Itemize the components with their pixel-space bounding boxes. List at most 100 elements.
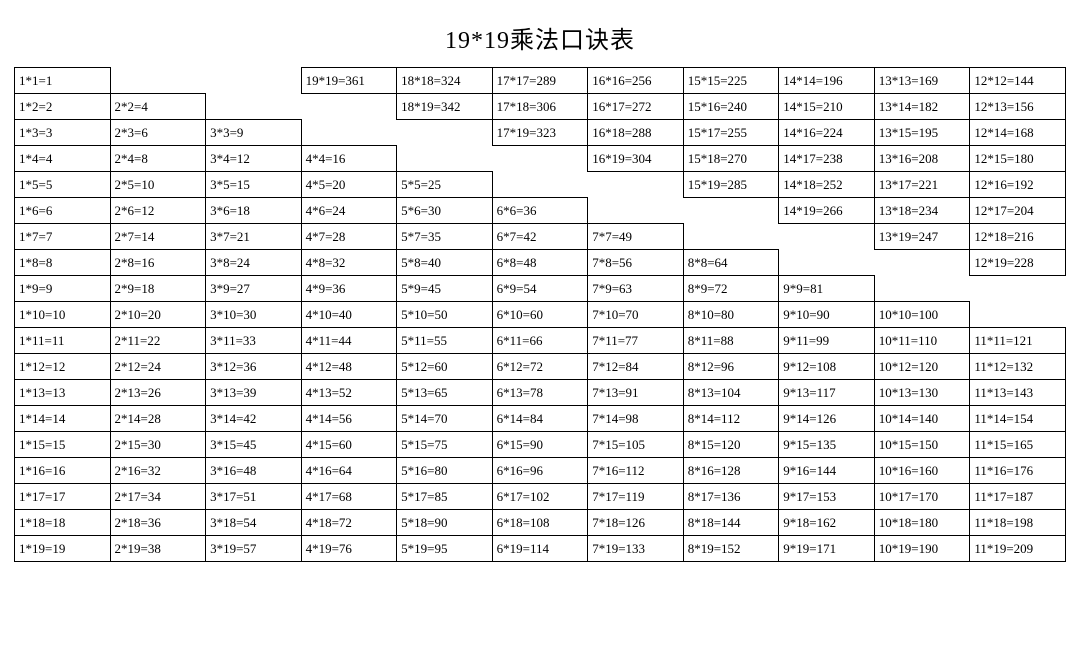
table-cell: 2*5=10 [110, 172, 206, 198]
table-cell: 1*9=9 [15, 276, 111, 302]
table-cell: 3*5=15 [206, 172, 302, 198]
table-cell: 17*17=289 [492, 68, 588, 94]
table-cell: 6*18=108 [492, 510, 588, 536]
table-cell: 10*10=100 [874, 302, 970, 328]
table-cell: 11*16=176 [970, 458, 1066, 484]
table-cell [206, 94, 302, 120]
table-cell: 13*19=247 [874, 224, 970, 250]
table-cell: 6*13=78 [492, 380, 588, 406]
table-cell: 10*16=160 [874, 458, 970, 484]
table-cell: 9*13=117 [779, 380, 875, 406]
table-cell: 8*8=64 [683, 250, 779, 276]
table-cell: 15*17=255 [683, 120, 779, 146]
table-cell: 1*4=4 [15, 146, 111, 172]
table-cell: 2*16=32 [110, 458, 206, 484]
table-cell: 9*15=135 [779, 432, 875, 458]
table-cell: 2*15=30 [110, 432, 206, 458]
table-cell: 1*5=5 [15, 172, 111, 198]
table-cell: 4*4=16 [301, 146, 397, 172]
table-cell: 2*7=14 [110, 224, 206, 250]
table-cell: 3*4=12 [206, 146, 302, 172]
table-cell: 16*17=272 [588, 94, 684, 120]
table-cell: 1*11=11 [15, 328, 111, 354]
table-cell: 1*12=12 [15, 354, 111, 380]
table-cell [874, 276, 970, 302]
table-cell [492, 172, 588, 198]
table-cell: 5*18=90 [397, 510, 493, 536]
table-cell: 2*11=22 [110, 328, 206, 354]
table-cell: 5*11=55 [397, 328, 493, 354]
table-cell: 4*9=36 [301, 276, 397, 302]
table-cell: 4*5=20 [301, 172, 397, 198]
table-cell: 3*10=30 [206, 302, 302, 328]
table-cell: 2*10=20 [110, 302, 206, 328]
table-cell [110, 68, 206, 94]
table-cell: 6*8=48 [492, 250, 588, 276]
table-cell: 9*11=99 [779, 328, 875, 354]
table-cell: 2*19=38 [110, 536, 206, 562]
table-cell [874, 250, 970, 276]
table-cell: 11*14=154 [970, 406, 1066, 432]
table-cell: 11*12=132 [970, 354, 1066, 380]
table-cell: 8*17=136 [683, 484, 779, 510]
table-cell: 7*13=91 [588, 380, 684, 406]
table-cell: 5*16=80 [397, 458, 493, 484]
table-row: 1*19=192*19=383*19=574*19=765*19=956*19=… [15, 536, 1066, 562]
table-cell: 9*16=144 [779, 458, 875, 484]
table-cell: 6*17=102 [492, 484, 588, 510]
table-cell: 2*8=16 [110, 250, 206, 276]
table-cell: 2*14=28 [110, 406, 206, 432]
table-cell: 6*12=72 [492, 354, 588, 380]
table-cell: 1*7=7 [15, 224, 111, 250]
table-cell: 14*14=196 [779, 68, 875, 94]
table-cell: 2*6=12 [110, 198, 206, 224]
table-cell: 18*18=324 [397, 68, 493, 94]
table-cell [301, 120, 397, 146]
table-row: 1*5=52*5=103*5=154*5=205*5=2515*19=28514… [15, 172, 1066, 198]
table-cell: 13*16=208 [874, 146, 970, 172]
table-cell: 7*18=126 [588, 510, 684, 536]
table-cell: 9*17=153 [779, 484, 875, 510]
table-cell: 10*12=120 [874, 354, 970, 380]
table-cell: 2*2=4 [110, 94, 206, 120]
table-cell: 12*18=216 [970, 224, 1066, 250]
table-cell: 9*18=162 [779, 510, 875, 536]
table-row: 1*8=82*8=163*8=244*8=325*8=406*8=487*8=5… [15, 250, 1066, 276]
table-cell: 13*17=221 [874, 172, 970, 198]
table-cell [588, 172, 684, 198]
table-cell: 4*13=52 [301, 380, 397, 406]
table-cell: 5*15=75 [397, 432, 493, 458]
table-cell: 4*17=68 [301, 484, 397, 510]
table-cell: 11*17=187 [970, 484, 1066, 510]
table-cell: 7*11=77 [588, 328, 684, 354]
table-cell: 7*16=112 [588, 458, 684, 484]
table-cell: 4*11=44 [301, 328, 397, 354]
table-cell: 5*19=95 [397, 536, 493, 562]
table-cell: 19*19=361 [301, 68, 397, 94]
table-cell: 10*19=190 [874, 536, 970, 562]
table-cell: 14*18=252 [779, 172, 875, 198]
table-cell [683, 198, 779, 224]
table-cell: 11*13=143 [970, 380, 1066, 406]
table-cell: 14*15=210 [779, 94, 875, 120]
multiplication-table: 1*1=119*19=36118*18=32417*17=28916*16=25… [14, 67, 1066, 562]
table-cell: 1*18=18 [15, 510, 111, 536]
table-cell: 1*6=6 [15, 198, 111, 224]
table-cell [779, 224, 875, 250]
table-cell [588, 198, 684, 224]
table-cell: 5*6=30 [397, 198, 493, 224]
table-cell: 10*15=150 [874, 432, 970, 458]
table-row: 1*10=102*10=203*10=304*10=405*10=506*10=… [15, 302, 1066, 328]
table-cell: 7*8=56 [588, 250, 684, 276]
table-cell: 4*10=40 [301, 302, 397, 328]
table-cell: 11*11=121 [970, 328, 1066, 354]
table-cell: 8*10=80 [683, 302, 779, 328]
table-cell: 7*15=105 [588, 432, 684, 458]
table-cell: 6*10=60 [492, 302, 588, 328]
table-cell: 9*14=126 [779, 406, 875, 432]
table-cell: 1*1=1 [15, 68, 111, 94]
table-cell: 5*8=40 [397, 250, 493, 276]
table-cell: 4*14=56 [301, 406, 397, 432]
table-cell: 1*2=2 [15, 94, 111, 120]
table-cell: 1*19=19 [15, 536, 111, 562]
